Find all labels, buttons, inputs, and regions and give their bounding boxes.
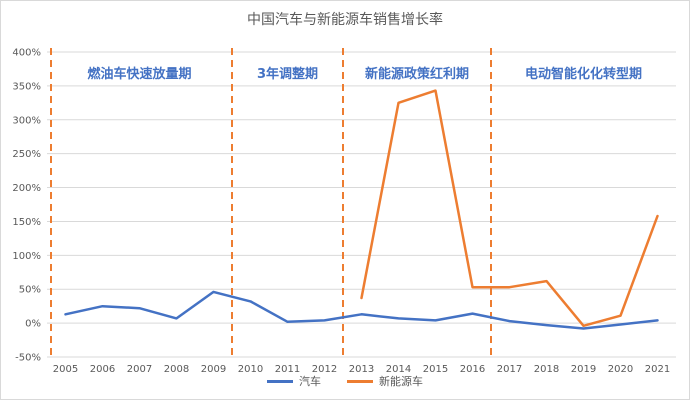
series-line-nev	[360, 89, 659, 328]
x-tick-label: 2020	[608, 364, 633, 375]
x-tick-label: 2010	[238, 364, 263, 375]
x-tick-label: 2006	[90, 364, 115, 375]
y-tick-label: 200%	[12, 183, 41, 194]
phase-label: 电动智能化化转型期	[525, 66, 642, 82]
y-tick-label: 400%	[12, 48, 41, 59]
x-tick-label: 2018	[534, 364, 559, 375]
x-tick-label: 2012	[312, 364, 337, 375]
x-tick-label: 2005	[53, 364, 78, 375]
y-tick-label: 300%	[12, 115, 41, 126]
chart-title: 中国汽车与新能源车销售增长率	[247, 12, 443, 28]
phase-label: 新能源政策红利期	[365, 66, 469, 82]
x-tick-label: 2013	[349, 364, 374, 375]
x-tick-label: 2016	[460, 364, 485, 375]
phase-label: 3年调整期	[257, 66, 318, 82]
x-tick-label: 2015	[423, 364, 448, 375]
y-tick-label: 250%	[12, 149, 41, 160]
y-tick-label: 150%	[12, 217, 41, 228]
x-tick-label: 2021	[645, 364, 670, 375]
x-tick-label: 2008	[164, 364, 189, 375]
x-tick-label: 2014	[386, 364, 411, 375]
x-tick-label: 2009	[201, 364, 226, 375]
y-tick-label: 50%	[19, 285, 41, 296]
chart-legend: 汽车 新能源车	[1, 373, 689, 389]
legend-swatch-auto	[267, 379, 293, 383]
legend-label-nev: 新能源车	[379, 375, 423, 388]
x-tick-label: 2007	[127, 364, 152, 375]
y-tick-label: 350%	[12, 81, 41, 92]
series-line-auto	[64, 290, 659, 330]
y-tick-label: -50%	[15, 353, 41, 364]
x-tick-label: 2019	[571, 364, 596, 375]
x-tick-label: 2011	[275, 364, 300, 375]
x-tick-label: 2017	[497, 364, 522, 375]
y-tick-label: 0%	[25, 319, 41, 330]
legend-label-auto: 汽车	[299, 375, 321, 388]
y-tick-label: 100%	[12, 251, 41, 262]
legend-item-nev: 新能源车	[347, 373, 423, 389]
legend-swatch-nev	[347, 379, 373, 383]
legend-item-auto: 汽车	[267, 373, 321, 389]
phase-label: 燃油车快速放量期	[87, 66, 191, 82]
